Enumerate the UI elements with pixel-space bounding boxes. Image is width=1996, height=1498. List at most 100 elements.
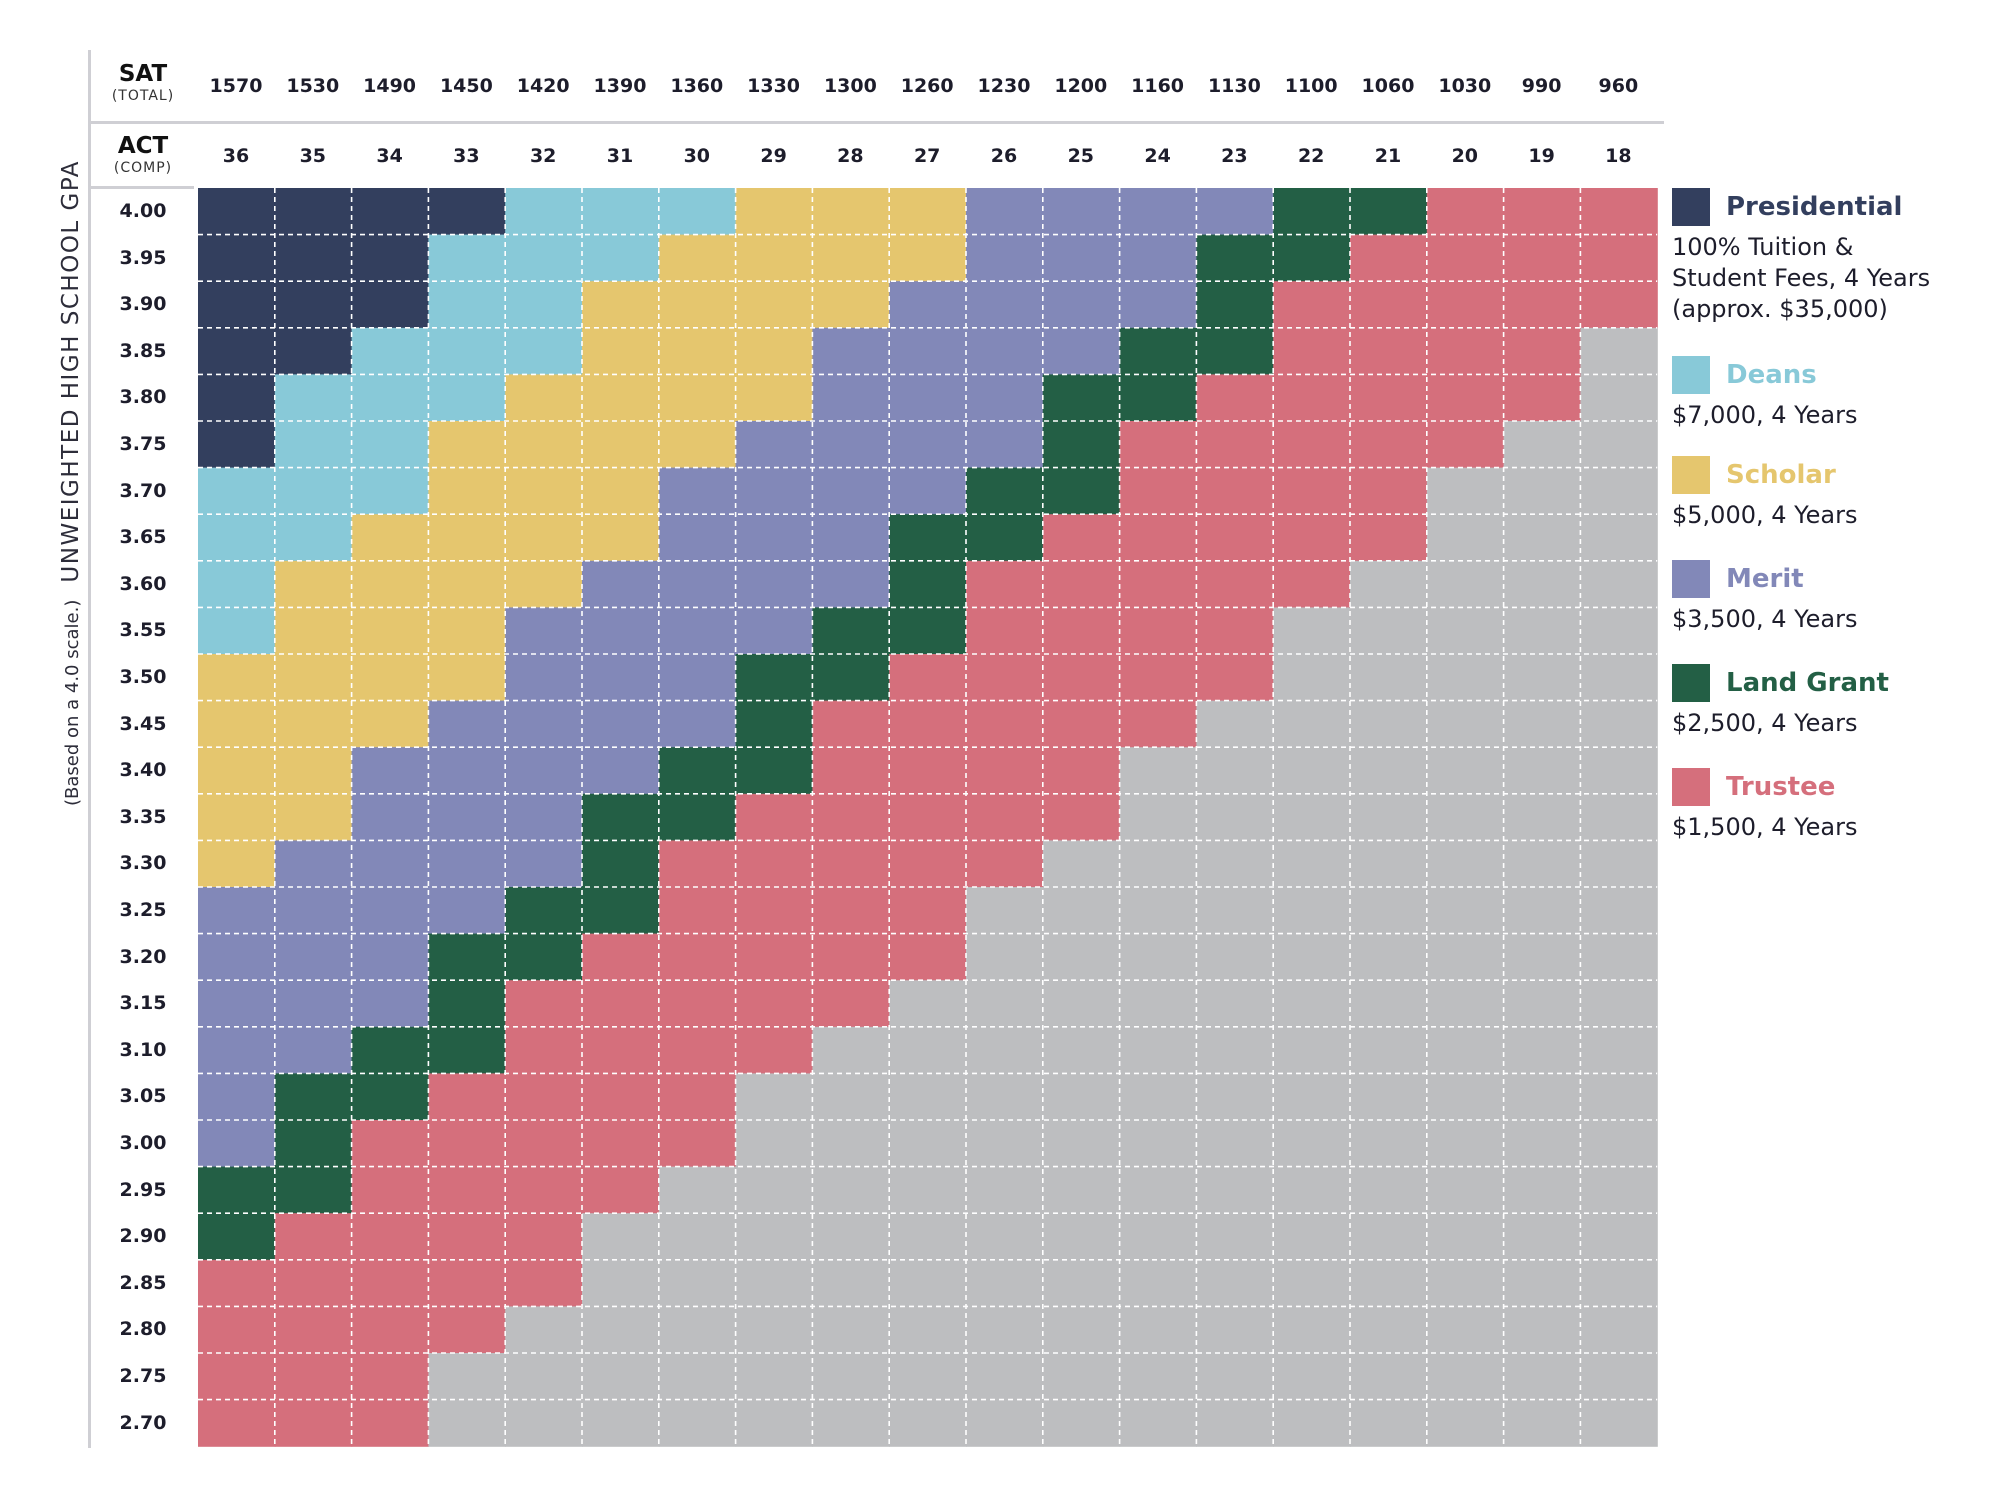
grid-cell-none bbox=[1273, 1120, 1351, 1168]
grid-cell-deans bbox=[582, 188, 660, 236]
grid-cell-scholar bbox=[582, 467, 660, 515]
grid-cell-none bbox=[1580, 887, 1658, 935]
grid-cell-none bbox=[1580, 1259, 1658, 1307]
grid-cell-land-grant bbox=[658, 747, 737, 795]
grid-cell-scholar bbox=[274, 654, 353, 702]
grid-cell-trustee bbox=[351, 1259, 429, 1307]
grid-cell-none bbox=[1042, 887, 1121, 935]
grid-cell-none bbox=[735, 1120, 813, 1168]
grid-cell-land-grant bbox=[735, 747, 813, 795]
grid-cell-none bbox=[1426, 1120, 1505, 1168]
grid-cell-trustee bbox=[274, 1399, 353, 1447]
grid-cell-scholar bbox=[428, 654, 506, 702]
sat-col-header: 990 bbox=[1521, 75, 1562, 97]
gpa-row-header: 3.25 bbox=[119, 899, 167, 921]
grid-cell-scholar bbox=[274, 607, 353, 655]
grid-cell-merit bbox=[1042, 188, 1121, 236]
grid-cell-none bbox=[658, 1399, 737, 1447]
grid-cell-merit bbox=[735, 514, 813, 562]
grid-cell-none bbox=[1119, 840, 1197, 888]
grid-cell-deans bbox=[582, 234, 660, 282]
sat-act-divider bbox=[88, 121, 1664, 124]
gpa-row-header: 3.00 bbox=[119, 1132, 167, 1154]
grid-cell-land-grant bbox=[274, 1120, 353, 1168]
grid-cell-none bbox=[1580, 747, 1658, 795]
grid-cell-trustee bbox=[1350, 234, 1428, 282]
grid-cell-none bbox=[1196, 980, 1274, 1028]
grid-cell-trustee bbox=[351, 1306, 429, 1354]
grid-cell-none bbox=[1426, 1353, 1505, 1401]
grid-cell-land-grant bbox=[198, 1213, 276, 1261]
grid-cell-trustee bbox=[505, 980, 583, 1028]
grid-cell-none bbox=[1503, 793, 1581, 841]
grid-cell-none bbox=[812, 1259, 890, 1307]
grid-cell-none bbox=[966, 1213, 1044, 1261]
grid-cell-none bbox=[1119, 747, 1197, 795]
grid-cell-trustee bbox=[1119, 654, 1197, 702]
grid-cell-none bbox=[1580, 840, 1658, 888]
grid-cell-deans bbox=[505, 188, 583, 236]
grid-cell-none bbox=[1426, 654, 1505, 702]
grid-cell-scholar bbox=[889, 234, 967, 282]
grid-cell-none bbox=[1273, 1213, 1351, 1261]
grid-cell-trustee bbox=[1350, 421, 1428, 469]
grid-cell-deans bbox=[274, 421, 353, 469]
legend-item-header: Presidential bbox=[1672, 188, 1992, 226]
gpa-row-header: 3.65 bbox=[119, 526, 167, 549]
grid-cell-scholar bbox=[582, 374, 660, 422]
grid-cell-none bbox=[1119, 1306, 1197, 1354]
grid-cell-trustee bbox=[1503, 234, 1581, 282]
grid-cell-scholar bbox=[812, 188, 890, 236]
grid-cell-none bbox=[1426, 700, 1505, 748]
grid-cell-trustee bbox=[274, 1306, 353, 1354]
grid-cell-none bbox=[1503, 1166, 1581, 1214]
grid-cell-trustee bbox=[966, 607, 1044, 655]
grid-cell-trustee bbox=[658, 1120, 737, 1168]
grid-cell-none bbox=[1580, 980, 1658, 1028]
grid-cell-trustee bbox=[1273, 374, 1351, 422]
grid-cell-trustee bbox=[428, 1213, 506, 1261]
gpa-row-header: 3.05 bbox=[119, 1085, 167, 1108]
grid-cell-none bbox=[1503, 1213, 1581, 1261]
grid-cell-none bbox=[1350, 1306, 1428, 1354]
legend-item-header: Trustee bbox=[1672, 768, 1992, 806]
grid-cell-trustee bbox=[1426, 281, 1505, 329]
act-col-header: 21 bbox=[1374, 145, 1402, 167]
grid-cell-none bbox=[1580, 374, 1658, 422]
grid-cell-merit bbox=[735, 607, 813, 655]
grid-cell-merit bbox=[351, 933, 429, 981]
grid-cell-none bbox=[658, 1353, 737, 1401]
sat-col-header: 1450 bbox=[439, 75, 493, 97]
grid-cell-trustee bbox=[1426, 421, 1505, 469]
grid-cell-merit bbox=[505, 654, 583, 702]
grid-cell-scholar bbox=[735, 234, 813, 282]
grid-cell-merit bbox=[198, 933, 276, 981]
grid-cell-trustee bbox=[1503, 327, 1581, 375]
grid-cell-merit bbox=[812, 514, 890, 562]
grid-cell-none bbox=[1350, 1166, 1428, 1214]
grid-cell-none bbox=[1503, 1073, 1581, 1121]
grid-cell-merit bbox=[658, 467, 737, 515]
grid-cell-trustee bbox=[1503, 188, 1581, 236]
grid-cell-trustee bbox=[658, 840, 737, 888]
legend-item-header: Merit bbox=[1672, 560, 1992, 598]
grid-cell-none bbox=[966, 1306, 1044, 1354]
grid-cell-merit bbox=[274, 1026, 353, 1074]
grid-cell-none bbox=[1350, 654, 1428, 702]
legend-description: $2,500, 4 Years bbox=[1672, 709, 1858, 737]
grid-cell-none bbox=[1580, 607, 1658, 655]
grid-cell-none bbox=[1273, 1166, 1351, 1214]
grid-cell-trustee bbox=[582, 1166, 660, 1214]
gpa-row-header: 2.85 bbox=[119, 1271, 167, 1294]
grid-cell-none bbox=[1503, 887, 1581, 935]
legend-item-header: Deans bbox=[1672, 356, 1992, 394]
grid-cell-trustee bbox=[1196, 421, 1274, 469]
grid-cell-merit bbox=[889, 327, 967, 375]
grid-cell-none bbox=[1503, 560, 1581, 608]
legend-description: $3,500, 4 Years bbox=[1672, 605, 1858, 633]
sat-col-header: 1490 bbox=[363, 75, 417, 97]
grid-cell-trustee bbox=[1273, 560, 1351, 608]
grid-cell-trustee bbox=[812, 887, 890, 935]
header-vertical-divider bbox=[88, 50, 91, 1448]
legend-item-presidential: Presidential 100% Tuition & Student Fees, … bbox=[1672, 188, 1992, 325]
